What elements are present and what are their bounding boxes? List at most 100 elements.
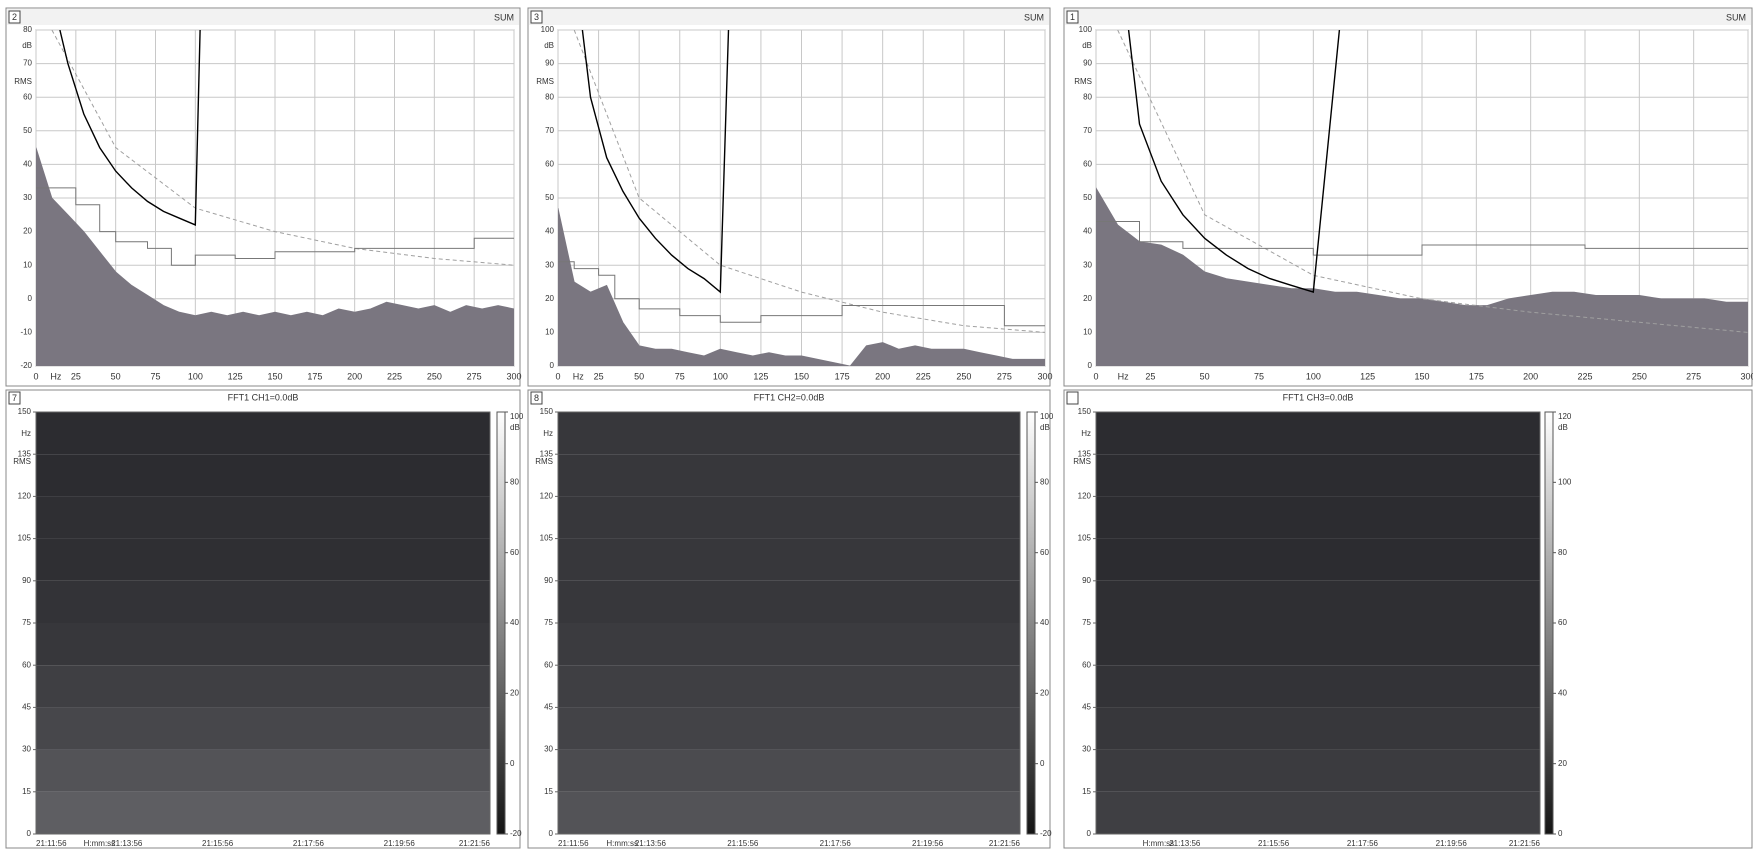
y-tick-label: 50: [545, 193, 554, 202]
panel-frame: [1063, 389, 1753, 849]
y-tick-label: 70: [545, 126, 554, 135]
panel-number-box: [1066, 391, 1079, 405]
y-tick-label: 50: [1083, 193, 1092, 202]
x-tick-label: 75: [150, 371, 160, 381]
y-tick-label: 70: [1083, 126, 1092, 135]
x-unit: Hz: [1118, 371, 1129, 381]
spectrogram-band: [558, 665, 1020, 708]
panel-frame: [1063, 7, 1753, 387]
colorbar-label: 100: [510, 412, 524, 421]
y-tick-label: 20: [545, 294, 554, 303]
x-tick-label: 175: [307, 371, 322, 381]
x-tick-label: 21:17:56: [1347, 839, 1379, 848]
y-tick-label: 15: [22, 787, 31, 796]
x-tick-label: 275: [997, 371, 1012, 381]
x-tick-label: 275: [1686, 371, 1701, 381]
y-tick-label: 30: [1083, 260, 1092, 269]
spectrogram-band: [558, 454, 1020, 497]
y-tick-label: 60: [1082, 660, 1091, 669]
x-tick-label: 275: [467, 371, 482, 381]
y-tick-label: 40: [23, 160, 32, 169]
spectrogram-band: [1096, 791, 1540, 834]
y-tick-label: 90: [1082, 576, 1091, 585]
spectrogram-title: FFT1 CH2=0.0dB: [754, 392, 825, 402]
colorbar-label: 0: [510, 759, 515, 768]
spectrum-area: [36, 147, 514, 366]
colorbar: [496, 411, 506, 835]
spectrogram-band: [558, 538, 1020, 581]
y-tick-label: 0: [550, 361, 555, 370]
x-tick-label: 100: [1306, 371, 1321, 381]
colorbar-label: 20: [510, 688, 519, 697]
x-unit: Hz: [573, 371, 584, 381]
spectrogram-band: [558, 749, 1020, 792]
colorbar-label: 20: [1558, 759, 1567, 768]
x-tick-label: 150: [794, 371, 809, 381]
title-bar: [7, 9, 519, 25]
x-tick-label: 200: [1523, 371, 1538, 381]
y-unit: dB: [22, 41, 32, 50]
x-tick-label: 21:17:56: [820, 839, 852, 848]
reference-curve: [51, 30, 514, 266]
panel-number-box: [8, 391, 21, 405]
x-tick-label: 300: [506, 371, 521, 381]
x-tick-label: 25: [594, 371, 604, 381]
y-tick-label: 75: [22, 618, 31, 627]
x-tick-label: 21:13:56: [635, 839, 667, 848]
y-tick-label: 105: [1078, 534, 1092, 543]
spectrogram-band: [1096, 707, 1540, 750]
colorbar-label: 60: [1558, 618, 1567, 627]
spectrogram-band: [36, 496, 490, 539]
y-unit: dB: [544, 41, 554, 50]
spectrum-area: [1096, 187, 1748, 366]
x-tick-label: 300: [1740, 371, 1753, 381]
x-tick-label: 175: [835, 371, 850, 381]
colorbar-label: 40: [1040, 618, 1049, 627]
panel-number: 7: [12, 393, 17, 403]
y-tick-label: 0: [28, 294, 33, 303]
x-tick-label: 225: [916, 371, 931, 381]
y-tick-label: 20: [1083, 294, 1092, 303]
spectrogram-band: [36, 665, 490, 708]
spectrogram-title: FFT1 CH1=0.0dB: [228, 392, 299, 402]
spectrogram-band: [1096, 749, 1540, 792]
x-unit: H:mm:ss: [84, 839, 116, 848]
y-tick-label: 10: [1083, 328, 1092, 337]
x-tick-label: 75: [1254, 371, 1264, 381]
spectrogram-band: [36, 538, 490, 581]
y-tick-label: 135: [1078, 449, 1092, 458]
y-tick-label: 60: [545, 160, 554, 169]
spectrogram-band: [1096, 580, 1540, 623]
x-tick-label: 125: [228, 371, 243, 381]
x-tick-label: 21:19:56: [384, 839, 416, 848]
colorbar-label: 60: [1040, 548, 1049, 557]
colorbar: [1544, 411, 1554, 835]
x-unit: H:mm:ss: [606, 839, 638, 848]
colorbar-unit: dB: [1558, 423, 1568, 432]
y-tick-label: 150: [1078, 407, 1092, 416]
spectrogram-band: [558, 623, 1020, 666]
y-tick-label: -20: [20, 361, 32, 370]
y-tick-label: 60: [23, 92, 32, 101]
spectrogram-band: [36, 580, 490, 623]
x-unit: Hz: [50, 371, 61, 381]
colorbar-label: -20: [510, 829, 522, 838]
spectrogram-band: [558, 791, 1020, 834]
y-unit: RMS: [1073, 457, 1091, 466]
y-tick-label: 0: [549, 829, 554, 838]
spectrogram-band: [36, 623, 490, 666]
panel-number: 8: [534, 393, 539, 403]
x-tick-label: 0: [1093, 371, 1098, 381]
y-tick-label: 75: [1082, 618, 1091, 627]
y-tick-label: 75: [544, 618, 553, 627]
colorbar-label: 60: [510, 548, 519, 557]
spectrogram-band: [1096, 496, 1540, 539]
colorbar-label: 80: [1558, 548, 1567, 557]
colorbar-label: 80: [510, 477, 519, 486]
x-tick-label: 225: [1577, 371, 1592, 381]
x-tick-label: 250: [427, 371, 442, 381]
y-tick-label: 15: [1082, 787, 1091, 796]
spectrogram-band: [558, 412, 1020, 455]
y-tick-label: 150: [18, 407, 32, 416]
